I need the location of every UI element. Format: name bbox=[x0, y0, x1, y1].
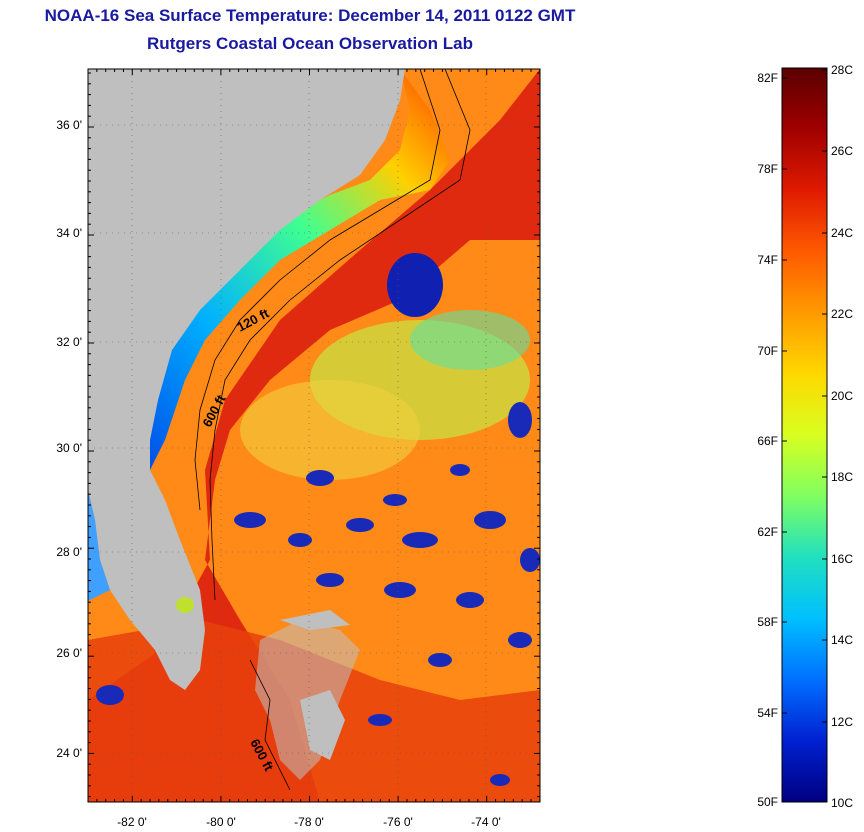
colorbar-c-label: 26C bbox=[831, 144, 853, 158]
colorbar-fahrenheit-labels: 82F 78F 74F 70F 66F 62F 58F 54F 50F bbox=[757, 71, 778, 809]
lat-label: 34 0' bbox=[56, 226, 82, 240]
colorbar-c-label: 10C bbox=[831, 796, 853, 810]
colorbar-c-label: 18C bbox=[831, 470, 853, 484]
colorbar-celsius-labels: 28C 26C 24C 22C 20C 18C 16C 14C 12C 10C bbox=[831, 63, 853, 810]
longitude-axis: -82 0' -80 0' -78 0' -76 0' -74 0' bbox=[117, 815, 501, 829]
colorbar-f-label: 54F bbox=[757, 706, 778, 720]
colorbar-c-label: 22C bbox=[831, 307, 853, 321]
contour-600ft bbox=[209, 69, 471, 601]
contour-120ft bbox=[194, 69, 441, 511]
map-title: NOAA-16 Sea Surface Temperature: Decembe… bbox=[44, 6, 576, 25]
lon-label: -82 0' bbox=[117, 815, 147, 829]
central-cool-patch-2 bbox=[410, 310, 530, 370]
colorbar-c-label: 20C bbox=[831, 389, 853, 403]
shelf-water bbox=[88, 69, 450, 470]
central-yellow-patch bbox=[240, 380, 420, 480]
map-subtitle: Rutgers Coastal Ocean Observation Lab bbox=[147, 34, 473, 53]
colorbar-f-label: 66F bbox=[757, 434, 778, 448]
map-grid bbox=[88, 69, 540, 802]
andros-island bbox=[300, 690, 345, 760]
lake-okeechobee bbox=[176, 597, 194, 613]
colorbar-ticks bbox=[782, 69, 827, 723]
map-frame bbox=[87, 68, 541, 803]
colorbar-f-label: 70F bbox=[757, 344, 778, 358]
lat-label: 32 0' bbox=[56, 335, 82, 349]
lat-label: 28 0' bbox=[56, 545, 82, 559]
lat-label: 26 0' bbox=[56, 646, 82, 660]
colorbar-f-label: 50F bbox=[757, 795, 778, 809]
gulf-coast-water bbox=[88, 490, 110, 600]
colorbar-c-label: 28C bbox=[831, 63, 853, 77]
colorbar-c-label: 16C bbox=[831, 552, 853, 566]
lon-label: -80 0' bbox=[206, 815, 236, 829]
colorbar-c-label: 14C bbox=[831, 633, 853, 647]
contour-600ft-bahamas bbox=[249, 659, 291, 791]
colorbar-f-label: 82F bbox=[757, 71, 778, 85]
colorbar-c-label: 12C bbox=[831, 715, 853, 729]
lat-label: 36 0' bbox=[56, 118, 82, 132]
lon-label: -74 0' bbox=[471, 815, 501, 829]
land-mass bbox=[88, 69, 405, 690]
colorbar-f-label: 78F bbox=[757, 162, 778, 176]
lat-label: 24 0' bbox=[56, 746, 82, 760]
colorbar-f-label: 62F bbox=[757, 525, 778, 539]
cold-eddy bbox=[387, 253, 443, 317]
grand-bahama-island bbox=[280, 610, 350, 630]
lon-label: -78 0' bbox=[294, 815, 324, 829]
lat-label: 30 0' bbox=[56, 441, 82, 455]
cloud-gaps bbox=[96, 402, 540, 786]
colorbar-f-label: 74F bbox=[757, 253, 778, 267]
colorbar bbox=[781, 67, 828, 803]
lon-label: -76 0' bbox=[383, 815, 413, 829]
map-panel bbox=[88, 69, 540, 802]
latitude-axis: 36 0' 34 0' 32 0' 30 0' 28 0' 26 0' 24 0… bbox=[56, 118, 82, 760]
colorbar-f-label: 58F bbox=[757, 615, 778, 629]
map-ticks bbox=[87, 69, 541, 802]
colorbar-c-label: 24C bbox=[831, 226, 853, 240]
